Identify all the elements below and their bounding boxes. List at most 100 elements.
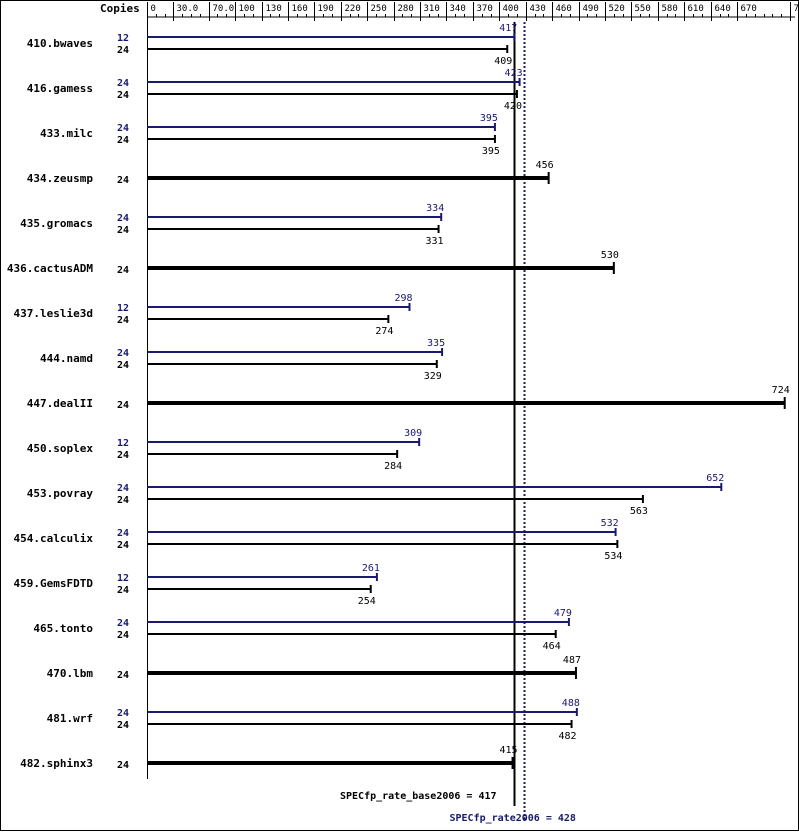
axis-tick-label: 190 <box>318 4 334 14</box>
axis-tick-label: 610 <box>688 4 704 14</box>
peak-value-label: 488 <box>562 698 580 709</box>
base-copies-label: 24 <box>117 135 129 146</box>
peak-value-label: 334 <box>426 203 444 214</box>
axis-tick-label: 640 <box>715 4 731 14</box>
peak-copies-label: 24 <box>117 528 129 539</box>
row-label: 465.tonto <box>33 622 93 635</box>
row-label: 481.wrf <box>47 712 93 725</box>
axis-tick-label: 490 <box>583 4 599 14</box>
axis-tick-label: 280 <box>398 4 414 14</box>
axis-tick-label: 250 <box>371 4 387 14</box>
axis-tick-label: 70.0 <box>213 4 235 14</box>
row-label: 482.sphinx3 <box>20 757 93 770</box>
peak-value-label: 423 <box>505 68 523 79</box>
axis-tick-label: 460 <box>556 4 572 14</box>
peak-copies-label: 24 <box>117 123 129 134</box>
axis-tick-label: 670 <box>741 4 757 14</box>
row-label: 447.dealII <box>27 397 93 410</box>
row-label: 444.namd <box>40 352 93 365</box>
base-value-label: 395 <box>482 146 500 157</box>
base-copies-label: 24 <box>117 585 129 596</box>
base-value-label: 274 <box>375 326 393 337</box>
base-value-label: 534 <box>604 551 622 562</box>
base-value-label: 563 <box>630 506 648 517</box>
axis-tick-label: 310 <box>424 4 440 14</box>
axis-tick-label: 30.0 <box>177 4 199 14</box>
peak-copies-label: 12 <box>117 303 129 314</box>
axis-tick-label: 340 <box>450 4 466 14</box>
base-copies-label: 24 <box>117 670 129 681</box>
axis-tick-label: 0 <box>151 4 156 14</box>
axis-tick-label: 100 <box>239 4 255 14</box>
base-value-label: 420 <box>504 101 522 112</box>
base-copies-label: 24 <box>117 760 129 771</box>
row-label: 434.zeusmp <box>27 172 94 185</box>
axis-tick-label: 370 <box>477 4 493 14</box>
base-copies-label: 24 <box>117 175 129 186</box>
axis-tick-label: 160 <box>292 4 308 14</box>
base-copies-label: 24 <box>117 45 129 56</box>
base-copies-label: 24 <box>117 360 129 371</box>
peak-value-label: 652 <box>706 473 724 484</box>
base-value-label: 331 <box>426 236 444 247</box>
base-copies-label: 24 <box>117 495 129 506</box>
peak-value-label: 479 <box>554 608 572 619</box>
row-label: 437.leslie3d <box>14 307 93 320</box>
row-label: 416.gamess <box>27 82 93 95</box>
axis-tick-label: 520 <box>609 4 625 14</box>
base-copies-label: 24 <box>117 265 129 276</box>
axis-tick-label: 400 <box>503 4 519 14</box>
peak-copies-label: 24 <box>117 213 129 224</box>
base-value-label: 724 <box>772 385 790 396</box>
axis-tick-label: 220 <box>345 4 361 14</box>
base-copies-label: 24 <box>117 225 129 236</box>
row-label: 450.soplex <box>27 442 94 455</box>
axis-tick-label: 430 <box>530 4 546 14</box>
row-label: 470.lbm <box>47 667 94 680</box>
peak-copies-label: 24 <box>117 483 129 494</box>
peak-reference-label: SPECfp_rate2006 = 428 <box>450 813 576 824</box>
peak-value-label: 532 <box>601 518 619 529</box>
peak-value-label: 309 <box>404 428 422 439</box>
base-value-label: 409 <box>494 56 512 67</box>
axis-tick-label: 550 <box>635 4 651 14</box>
peak-copies-label: 12 <box>117 573 129 584</box>
base-value-label: 456 <box>536 160 554 171</box>
axis-tick-label: 130 <box>266 4 282 14</box>
peak-value-label: 298 <box>394 293 412 304</box>
row-label: 454.calculix <box>14 532 94 545</box>
peak-copies-label: 12 <box>117 33 129 44</box>
row-label: 459.GemsFDTD <box>14 577 94 590</box>
base-copies-label: 24 <box>117 540 129 551</box>
base-copies-label: 24 <box>117 630 129 641</box>
base-copies-label: 24 <box>117 450 129 461</box>
peak-copies-label: 24 <box>117 618 129 629</box>
base-reference-label: SPECfp_rate_base2006 = 417 <box>340 791 497 802</box>
base-copies-label: 24 <box>117 720 129 731</box>
peak-value-label: 417 <box>499 23 517 34</box>
axis-tick-label: 580 <box>662 4 678 14</box>
base-value-label: 415 <box>500 745 518 756</box>
base-value-label: 487 <box>563 655 581 666</box>
base-value-label: 482 <box>559 731 577 742</box>
base-value-label: 530 <box>601 250 619 261</box>
peak-copies-label: 24 <box>117 708 129 719</box>
peak-value-label: 335 <box>427 338 445 349</box>
peak-copies-label: 12 <box>117 438 129 449</box>
axis-title: Copies <box>100 2 140 15</box>
base-value-label: 254 <box>358 596 376 607</box>
base-value-label: 329 <box>424 371 442 382</box>
peak-copies-label: 24 <box>117 78 129 89</box>
row-label: 453.povray <box>27 487 94 500</box>
row-label: 436.cactusADM <box>7 262 93 275</box>
axis-tick-label: 730 <box>794 4 799 14</box>
peak-value-label: 395 <box>480 113 498 124</box>
base-copies-label: 24 <box>117 400 129 411</box>
base-copies-label: 24 <box>117 315 129 326</box>
row-label: 433.milc <box>40 127 93 140</box>
base-value-label: 464 <box>543 641 561 652</box>
peak-value-label: 261 <box>362 563 380 574</box>
row-label: 435.gromacs <box>20 217 93 230</box>
